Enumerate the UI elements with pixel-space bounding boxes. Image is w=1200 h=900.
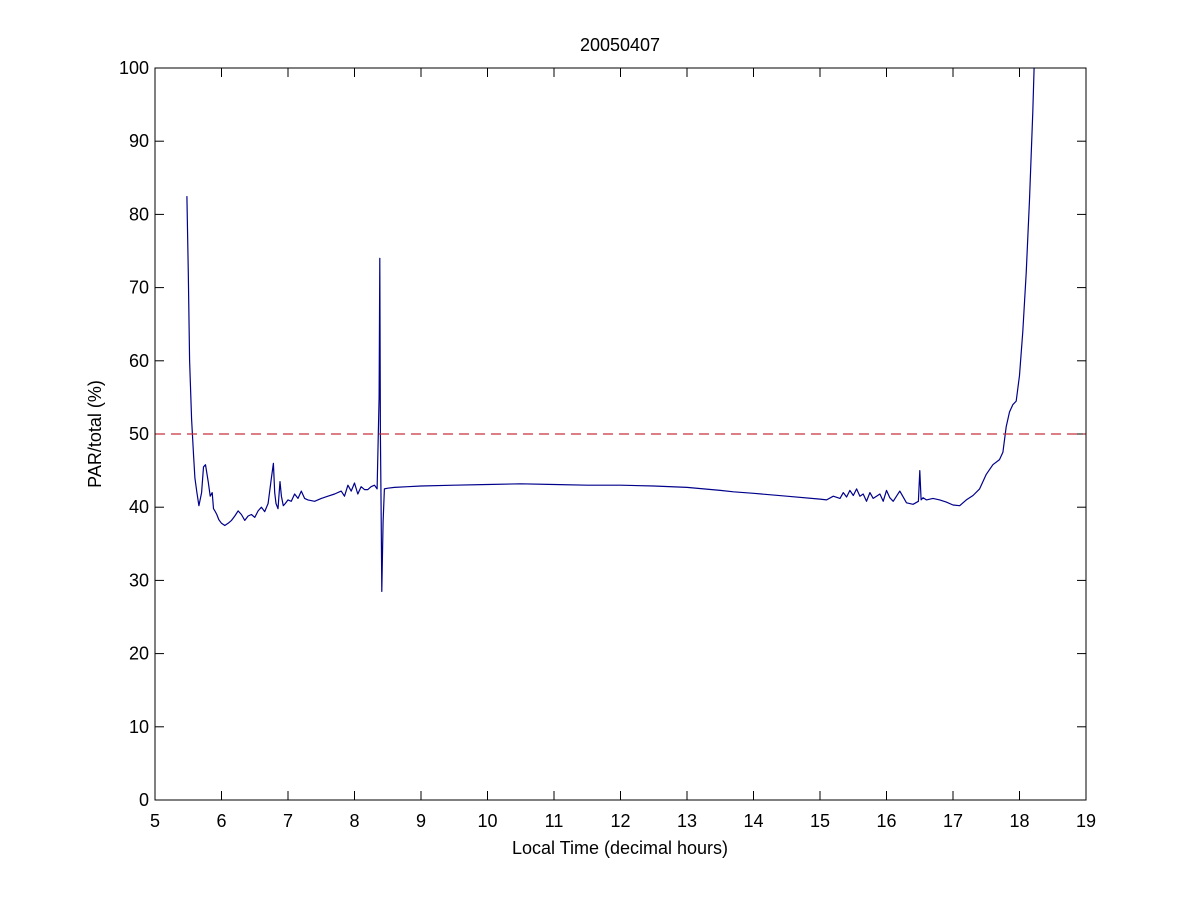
series-line-par-ratio	[186, 68, 1035, 593]
y-tick-label-80: 80	[129, 204, 149, 224]
x-tick-label-8: 8	[349, 811, 359, 831]
y-tick-label-70: 70	[129, 278, 149, 298]
y-axis-label: PAR/total (%)	[85, 380, 105, 488]
x-tick-label-14: 14	[743, 811, 763, 831]
x-tick-label-16: 16	[876, 811, 896, 831]
x-tick-label-9: 9	[416, 811, 426, 831]
x-tick-label-10: 10	[477, 811, 497, 831]
x-tick-label-18: 18	[1009, 811, 1029, 831]
y-tick-label-30: 30	[129, 570, 149, 590]
x-tick-label-17: 17	[943, 811, 963, 831]
y-tick-label-40: 40	[129, 497, 149, 517]
x-tick-label-11: 11	[545, 811, 564, 831]
chart-title: 20050407	[580, 35, 660, 55]
x-tick-label-19: 19	[1076, 811, 1096, 831]
y-tick-label-10: 10	[129, 717, 149, 737]
x-tick-label-6: 6	[216, 811, 226, 831]
y-tick-label-20: 20	[129, 644, 149, 664]
x-tick-label-7: 7	[283, 811, 293, 831]
x-tick-label-13: 13	[677, 811, 697, 831]
y-tick-label-90: 90	[129, 131, 149, 151]
x-tick-label-5: 5	[150, 811, 160, 831]
x-tick-label-12: 12	[610, 811, 630, 831]
y-tick-label-0: 0	[139, 790, 149, 810]
y-tick-label-50: 50	[129, 424, 149, 444]
y-tick-label-60: 60	[129, 351, 149, 371]
y-tick-label-100: 100	[119, 58, 149, 78]
axis-ticks: 5 6 7 8 9 10 11 12 13 14 15 16 17 18 19 0 10 20 30 40 50 60 70…	[119, 58, 1096, 831]
plot-frame	[154, 67, 1087, 801]
x-tick-label-15: 15	[810, 811, 830, 831]
plot-series-group	[155, 68, 1086, 593]
x-axis-label: Local Time (decimal hours)	[512, 838, 728, 858]
